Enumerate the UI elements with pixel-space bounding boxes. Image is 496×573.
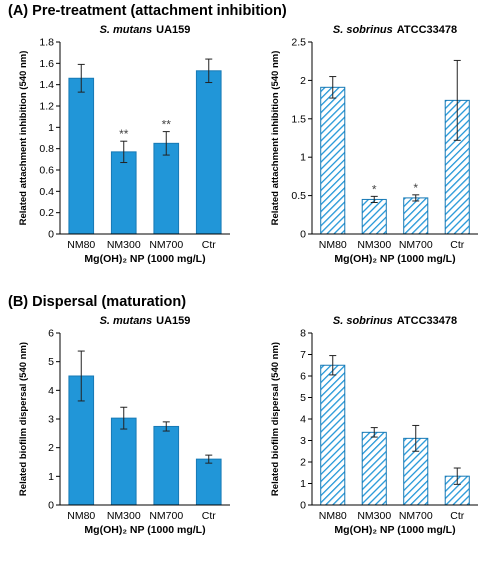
x-tick-label: NM300 — [107, 510, 141, 522]
x-tick-label: NM700 — [399, 510, 433, 522]
y-tick-label: 1 — [300, 152, 306, 164]
y-tick-label: 0 — [48, 229, 54, 241]
y-tick-label: 1.2 — [39, 101, 54, 113]
y-tick-label: 0.6 — [39, 165, 54, 177]
x-tick-label: NM80 — [319, 510, 347, 522]
y-axis-label: Related biofilm dispersal (540 nm) — [18, 342, 29, 496]
panel-title-species: S. sobrinus — [333, 315, 393, 327]
panel-title-species: S. mutans — [100, 24, 153, 36]
y-tick-label: 2 — [300, 457, 306, 469]
y-tick-label: 3 — [300, 435, 306, 447]
y-tick-label: 2 — [300, 75, 306, 87]
bar-ctr — [195, 70, 222, 235]
y-axis-label: Related biofilm dispersal (540 nm) — [270, 342, 281, 496]
panel-title-strain: ATCC33478 — [397, 24, 457, 36]
x-tick-label: Ctr — [450, 239, 465, 251]
x-tick-label: NM300 — [357, 510, 391, 522]
y-tick-label: 0.8 — [39, 143, 54, 155]
y-tick-label: 1.8 — [39, 37, 54, 49]
significance-marker: * — [413, 181, 418, 195]
chart-panel-b-mutans: S. mutans UA159 0 1 2 3 4 5 6 NM80 NM300 NM700 Ctr Mg… — [0, 313, 248, 573]
bar-nm700 — [153, 142, 180, 235]
y-tick-label: 7 — [300, 349, 306, 361]
x-tick-label: NM80 — [67, 510, 95, 522]
chart-b-mutans: S. mutans UA159 0 1 2 3 4 5 6 NM80 NM300 NM700 Ctr Mg… — [18, 315, 230, 536]
panel-title-species: S. sobrinus — [333, 24, 393, 36]
bar-nm80 — [68, 77, 95, 235]
bar-nm80 — [320, 364, 346, 506]
y-tick-label: 0 — [300, 500, 306, 512]
x-tick-label: NM300 — [107, 239, 141, 251]
bar-nm700 — [403, 197, 429, 235]
x-axis-label: Mg(OH)₂ NP (1000 mg/L) — [84, 524, 205, 536]
y-tick-label: 0.4 — [39, 186, 54, 198]
chart-b-sobrinus: S. sobrinus ATCC33478 0 1 2 3 4 5 6 7 8 NM80 NM300 NM… — [270, 315, 478, 536]
section-title-b: (B) Dispersal (maturation) — [8, 294, 187, 310]
bar-nm300 — [110, 417, 137, 506]
bar-nm300 — [361, 431, 387, 506]
x-tick-label: NM80 — [319, 239, 347, 251]
x-axis-label: Mg(OH)₂ NP (1000 mg/L) — [334, 253, 455, 265]
panel-title: S. mutans UA159 — [100, 315, 191, 327]
panel-title-strain: ATCC33478 — [397, 315, 457, 327]
bar-nm300 — [110, 151, 137, 235]
panel-title: S. mutans UA159 — [100, 24, 191, 36]
x-tick-label: NM700 — [149, 510, 183, 522]
y-tick-label: 5 — [48, 356, 54, 368]
y-tick-label: 4 — [48, 385, 54, 397]
chart-a-sobrinus: S. sobrinus ATCC33478 0 0.5 1 1.5 2 2.5 NM80 * NM3… — [270, 24, 478, 265]
y-tick-label: 2 — [48, 442, 54, 454]
x-tick-label: Ctr — [202, 239, 217, 251]
bar-ctr — [195, 458, 222, 506]
x-axis-label: Mg(OH)₂ NP (1000 mg/L) — [334, 524, 455, 536]
chart-a-mutans: S. mutans UA159 0 0.2 0.4 0.6 0.8 1 1.2 1.4 1.6 1.8… — [18, 24, 230, 265]
x-tick-label: Ctr — [202, 510, 217, 522]
y-tick-label: 6 — [48, 328, 54, 340]
y-tick-label: 5 — [300, 392, 306, 404]
panel-title-strain: UA159 — [156, 24, 190, 36]
chart-panel-a-sobrinus: S. sobrinus ATCC33478 0 0.5 1 1.5 2 2.5 NM80 * NM3… — [248, 22, 496, 282]
bar-ctr — [444, 475, 470, 506]
x-tick-label: NM700 — [399, 239, 433, 251]
panel-title: S. sobrinus ATCC33478 — [333, 315, 457, 327]
section-title-a: (A) Pre-treatment (attachment inhibition… — [8, 3, 287, 19]
y-tick-label: 0 — [48, 500, 54, 512]
bar-nm700 — [153, 425, 180, 506]
y-tick-label: 0 — [300, 229, 306, 241]
y-tick-label: 1 — [48, 122, 54, 134]
y-tick-label: 3 — [48, 414, 54, 426]
panel-title-species: S. mutans — [100, 315, 153, 327]
chart-panel-a-mutans: S. mutans UA159 0 0.2 0.4 0.6 0.8 1 1.2 1.4 1.6 1.8… — [0, 22, 248, 282]
y-axis-label: Related attachment inhibition (540 nm) — [270, 51, 281, 226]
x-tick-label: NM80 — [67, 239, 95, 251]
bar-nm80 — [320, 86, 346, 235]
y-tick-label: 1.6 — [39, 58, 54, 70]
significance-marker: ** — [162, 118, 172, 132]
x-tick-label: Ctr — [450, 510, 465, 522]
panel-title: S. sobrinus ATCC33478 — [333, 24, 457, 36]
y-tick-label: 1 — [300, 478, 306, 490]
y-tick-label: 2.5 — [291, 37, 306, 49]
y-tick-label: 6 — [300, 371, 306, 383]
chart-panel-b-sobrinus: S. sobrinus ATCC33478 0 1 2 3 4 5 6 7 8 NM80 NM300 NM… — [248, 313, 496, 573]
bar-nm300 — [361, 198, 387, 235]
y-tick-label: 8 — [300, 328, 306, 340]
y-tick-label: 0.5 — [291, 190, 306, 202]
y-tick-label: 4 — [300, 414, 306, 426]
y-tick-label: 1 — [48, 471, 54, 483]
y-tick-label: 1.4 — [39, 79, 54, 91]
x-tick-label: NM300 — [357, 239, 391, 251]
y-tick-label: 1.5 — [291, 113, 306, 125]
significance-marker: * — [372, 182, 377, 196]
significance-marker: ** — [119, 127, 129, 141]
panel-title-strain: UA159 — [156, 315, 190, 327]
x-tick-label: NM700 — [149, 239, 183, 251]
x-axis-label: Mg(OH)₂ NP (1000 mg/L) — [84, 253, 205, 265]
y-axis-label: Related attachment inhibition (540 nm) — [18, 51, 29, 226]
y-tick-label: 0.2 — [39, 207, 54, 219]
